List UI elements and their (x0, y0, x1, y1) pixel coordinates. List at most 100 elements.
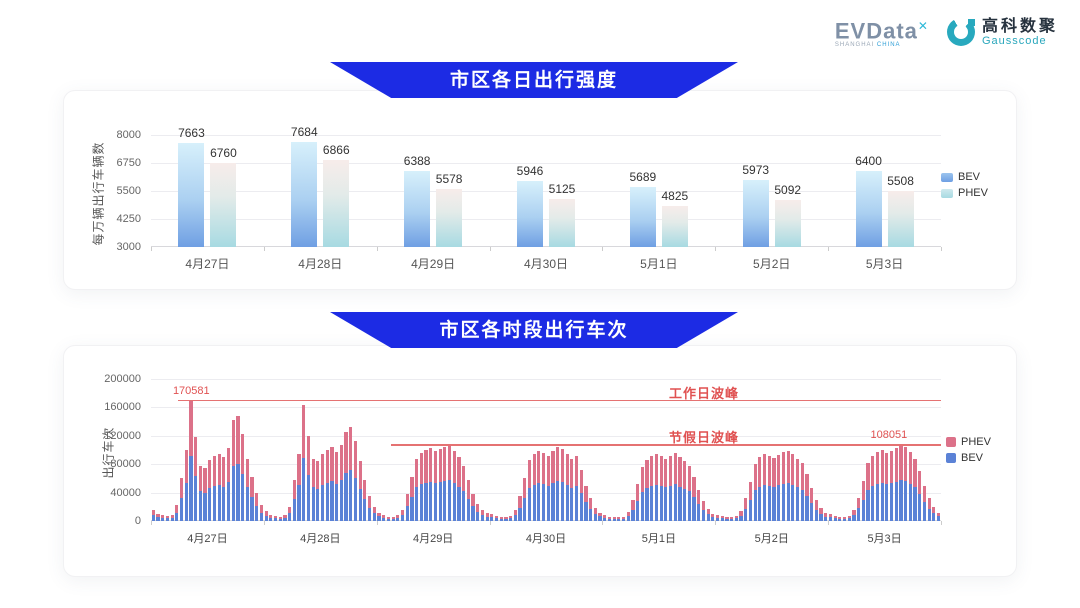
stacked-bar-bev (763, 484, 767, 521)
stacked-bar-phev (368, 496, 372, 508)
stacked-bar-bev (852, 515, 856, 521)
stacked-bar-phev (269, 514, 273, 518)
x-axis-label: 5月2日 (754, 533, 789, 545)
stacked-bar-bev (673, 484, 677, 521)
legend-item-bev[interactable]: BEV (946, 452, 991, 464)
stacked-bar-phev (283, 515, 287, 518)
stacked-bar-bev (899, 479, 903, 521)
stacked-bar-phev (358, 461, 362, 489)
stacked-bar-bev (264, 515, 268, 521)
bev-bar (629, 186, 656, 247)
stacked-bar-bev (165, 518, 169, 521)
bev-bar (404, 171, 431, 247)
stacked-bar-phev (800, 462, 804, 490)
stacked-bar-bev (866, 489, 870, 521)
gausscode-icon (946, 18, 975, 47)
y-axis-tick-label: 6750 (116, 157, 141, 169)
stacked-bar-phev (485, 513, 489, 517)
legend-item-bev[interactable]: BEV (941, 171, 988, 183)
phev-value-label: 6866 (322, 143, 350, 158)
stacked-bar-phev (603, 514, 607, 518)
stacked-bar-bev (203, 492, 207, 521)
stacked-bar-bev (208, 488, 212, 521)
y-axis-tick-label: 80000 (110, 458, 141, 471)
stacked-bar-phev (490, 513, 494, 518)
stacked-bar-phev (857, 497, 861, 509)
x-axis-label: 5月1日 (640, 257, 678, 271)
stacked-bar-bev (617, 519, 621, 521)
stacked-bar-phev (259, 505, 264, 513)
stacked-bar-phev (231, 419, 235, 467)
stacked-bar-bev (936, 516, 941, 521)
gridline (151, 219, 941, 220)
stacked-bar-bev (518, 507, 522, 521)
stacked-bar-bev (339, 479, 343, 521)
stacked-bar-bev (753, 490, 757, 521)
stacked-bar-phev (339, 445, 343, 480)
stacked-bar-bev (847, 518, 851, 521)
stacked-bar-phev (494, 516, 499, 519)
stacked-bar-bev (170, 517, 174, 521)
phev-bar (436, 189, 463, 247)
stacked-bar-phev (715, 514, 720, 518)
stacked-bar-phev (151, 510, 155, 516)
gridline (151, 492, 941, 494)
stacked-bar-bev (161, 517, 165, 521)
stacked-bar-phev (824, 513, 828, 517)
stacked-bar-bev (320, 484, 325, 521)
stacked-bar-phev (466, 479, 470, 499)
stacked-bar-bev (410, 497, 414, 521)
bev-bar (742, 180, 769, 247)
stacked-bar-phev (842, 517, 847, 520)
legend-item-phev[interactable]: PHEV (941, 187, 988, 199)
phev-legend-swatch (946, 437, 956, 447)
stacked-bar-phev (574, 456, 579, 487)
stacked-bar-phev (744, 498, 748, 509)
stacked-bar-bev (306, 475, 311, 521)
evdata-x-icon: ✕ (917, 19, 929, 33)
peak-annotation-label: 工作日波峰 (668, 385, 739, 401)
stacked-bar-bev (814, 509, 818, 521)
stacked-bar-phev (433, 450, 438, 484)
gausscode-name-cn: 高科数聚 (981, 17, 1058, 35)
stacked-bar-bev (800, 489, 804, 521)
holiday-peak-line (391, 444, 941, 446)
stacked-bar-bev (494, 518, 499, 521)
stacked-bar-bev (842, 519, 847, 521)
stacked-bar-bev (607, 518, 612, 521)
stacked-bar-phev (640, 467, 644, 492)
stacked-bar-phev (424, 450, 428, 483)
stacked-bar-phev (654, 453, 659, 485)
stacked-bar-phev (217, 453, 221, 485)
chart1-title-banner: 市区各日出行强度 (330, 62, 738, 98)
stacked-bar-bev (922, 501, 927, 521)
legend-item-phev[interactable]: PHEV (946, 436, 991, 448)
gridline (151, 191, 941, 192)
stacked-bar-bev (269, 517, 273, 521)
stacked-bar-bev (678, 486, 682, 521)
stacked-bar-phev (560, 449, 564, 483)
stacked-bar-bev (156, 517, 160, 521)
bev-value-label: 6388 (403, 154, 431, 169)
stacked-bar-phev (838, 516, 842, 519)
stacked-bar-bev (438, 482, 442, 521)
stacked-bar-bev (631, 509, 635, 521)
stacked-bar-bev (513, 515, 517, 521)
x-axis-label: 4月30日 (523, 257, 569, 271)
stacked-bar-phev (396, 515, 400, 518)
bev-value-label: 5689 (629, 169, 657, 184)
stacked-bar-phev (617, 517, 621, 520)
stacked-bar-phev (621, 516, 626, 519)
stacked-bar-phev (156, 513, 160, 518)
stacked-bar-phev (673, 452, 677, 485)
daily-intensity-chart-card: 每万辆出行车辆数 3000 4250 5500 6750 8000 7663 6760 4月2… (63, 90, 1017, 290)
stacked-bar-bev (179, 498, 184, 521)
stacked-bar-phev (349, 426, 353, 471)
stacked-bar-phev (377, 512, 381, 517)
stacked-bar-phev (462, 465, 466, 492)
stacked-bar-bev (368, 507, 372, 521)
stacked-bar-phev (546, 455, 550, 486)
stacked-bar-phev (758, 457, 762, 487)
stacked-bar-phev (480, 509, 485, 515)
stacked-bar-phev (819, 508, 823, 515)
